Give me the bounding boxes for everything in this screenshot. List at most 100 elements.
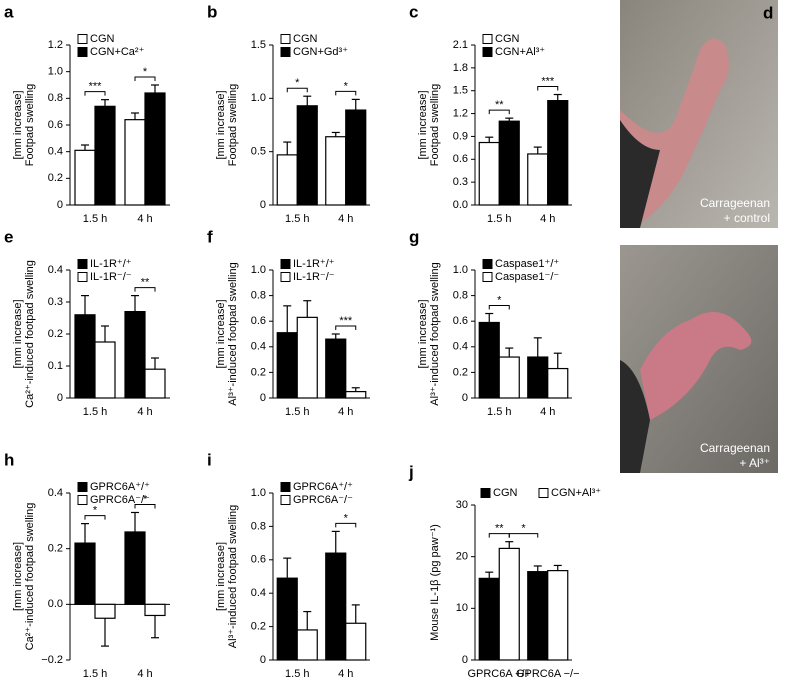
significance-label: ** [495, 523, 504, 535]
bar [547, 367, 569, 399]
legend-swatch [280, 495, 291, 505]
y-tick-label: 0.2 [453, 366, 468, 378]
bar [345, 622, 367, 661]
y-tick-label: 0 [260, 199, 266, 211]
panel-letter: f [207, 227, 213, 246]
y-tick-label: 1.5 [251, 39, 266, 51]
y-tick-label: 0 [57, 199, 63, 211]
legend-label: GPRC6A⁺/⁺ [293, 481, 353, 493]
y-tick-label: 0.0 [48, 598, 63, 610]
x-tick-label: 4 h [338, 406, 353, 418]
significance-bracket [537, 86, 559, 91]
bar [276, 154, 298, 206]
legend-label: GPRC6A⁻/⁻ [293, 494, 353, 506]
y-tick-label: 1.2 [453, 107, 468, 119]
legend-swatch [77, 482, 88, 492]
significance-label: *** [541, 75, 555, 87]
panel-letter: g [409, 227, 419, 246]
legend-swatch [280, 34, 291, 44]
y-tick-label: 0.5 [251, 146, 266, 158]
x-tick-label: GPRC6A +/+ [467, 668, 531, 680]
bar [527, 356, 549, 399]
photo-1: Carrageenan + control [620, 0, 778, 228]
bar [144, 92, 166, 206]
y-tick-label: 20 [456, 551, 468, 563]
significance-bracket [488, 305, 510, 310]
legend-label: Caspase1⁻/⁻ [495, 271, 559, 283]
panel-letter: h [4, 450, 14, 469]
significance-label: * [143, 66, 148, 78]
x-tick-label: 1.5 h [83, 406, 107, 418]
bar [478, 141, 500, 206]
y-tick-label: 1.8 [453, 62, 468, 74]
legend-swatch [77, 272, 88, 282]
y-tick-label: 0.3 [453, 176, 468, 188]
panel-letter: a [4, 2, 14, 21]
y-tick-label: 0.2 [251, 621, 266, 633]
y-tick-label: 1.2 [48, 39, 63, 51]
panel-letter: j [408, 462, 414, 481]
bar [547, 100, 569, 206]
significance-label: * [295, 77, 300, 89]
legend-label: IL-1R⁻/⁻ [293, 271, 335, 283]
bar [94, 603, 116, 619]
x-tick-label: 4 h [137, 406, 152, 418]
significance-label: * [344, 80, 349, 92]
y-axis-label: Footpad swelling [24, 84, 36, 167]
legend-swatch [77, 34, 88, 44]
bar [144, 603, 166, 617]
y-axis-label: Al³⁺-induced footpad swelling [227, 505, 239, 648]
bar [94, 105, 116, 206]
bar [74, 149, 96, 206]
bar [527, 571, 549, 661]
y-tick-label: 10 [456, 602, 468, 614]
photo-caption: + Al³⁺ [739, 456, 770, 470]
y-tick-label: 0 [462, 654, 468, 666]
y-axis-label: Mouse IL-1β (pg paw⁻¹) [429, 524, 441, 641]
y-tick-label: 0 [57, 392, 63, 404]
legend-swatch [280, 47, 291, 57]
significance-bracket [84, 515, 106, 520]
bar [296, 316, 318, 399]
significance-label: * [93, 505, 98, 517]
y-tick-label: 0 [260, 392, 266, 404]
y-tick-label: 0.3 [48, 296, 63, 308]
significance-bracket [335, 325, 357, 330]
significance-label: *** [89, 81, 103, 93]
significance-bracket [134, 503, 156, 509]
y-axis-label: [mm increase] [417, 90, 429, 159]
y-tick-label: 0 [260, 654, 266, 666]
significance-bracket [134, 76, 156, 81]
photo-caption: Carrageenan [700, 441, 770, 455]
y-axis-label: [mm increase] [215, 542, 227, 611]
legend-swatch [77, 259, 88, 269]
bar [478, 321, 500, 399]
y-tick-label: 0.9 [453, 130, 468, 142]
y-tick-label: 0.4 [48, 487, 63, 499]
y-tick-label: 0.6 [48, 119, 63, 131]
y-tick-label: 0.4 [251, 587, 266, 599]
y-tick-label: 1.0 [453, 264, 468, 276]
bar [345, 391, 367, 399]
legend-swatch [538, 488, 549, 498]
y-axis-label: Ca²⁺-induced footpad swelling [24, 503, 36, 651]
legend-swatch [480, 488, 491, 498]
legend-label: IL-1R⁺/⁺ [90, 258, 132, 270]
bar [144, 368, 166, 399]
y-axis-label: Al³⁺-induced footpad swelling [429, 262, 441, 405]
y-tick-label: 30 [456, 499, 468, 511]
bar [325, 338, 347, 399]
y-tick-label: 0.6 [453, 315, 468, 327]
y-axis-label: [mm increase] [215, 90, 227, 159]
y-tick-label: 0.2 [48, 172, 63, 184]
y-tick-label: 0.2 [251, 366, 266, 378]
bar [124, 119, 146, 206]
legend-label: CGN [293, 33, 318, 45]
x-tick-label: 4 h [137, 668, 152, 680]
bar [124, 311, 146, 399]
y-tick-label: 0.2 [48, 543, 63, 555]
legend-swatch [482, 47, 493, 57]
legend-label: IL-1R⁺/⁺ [293, 258, 335, 270]
x-tick-label: 4 h [338, 213, 353, 225]
